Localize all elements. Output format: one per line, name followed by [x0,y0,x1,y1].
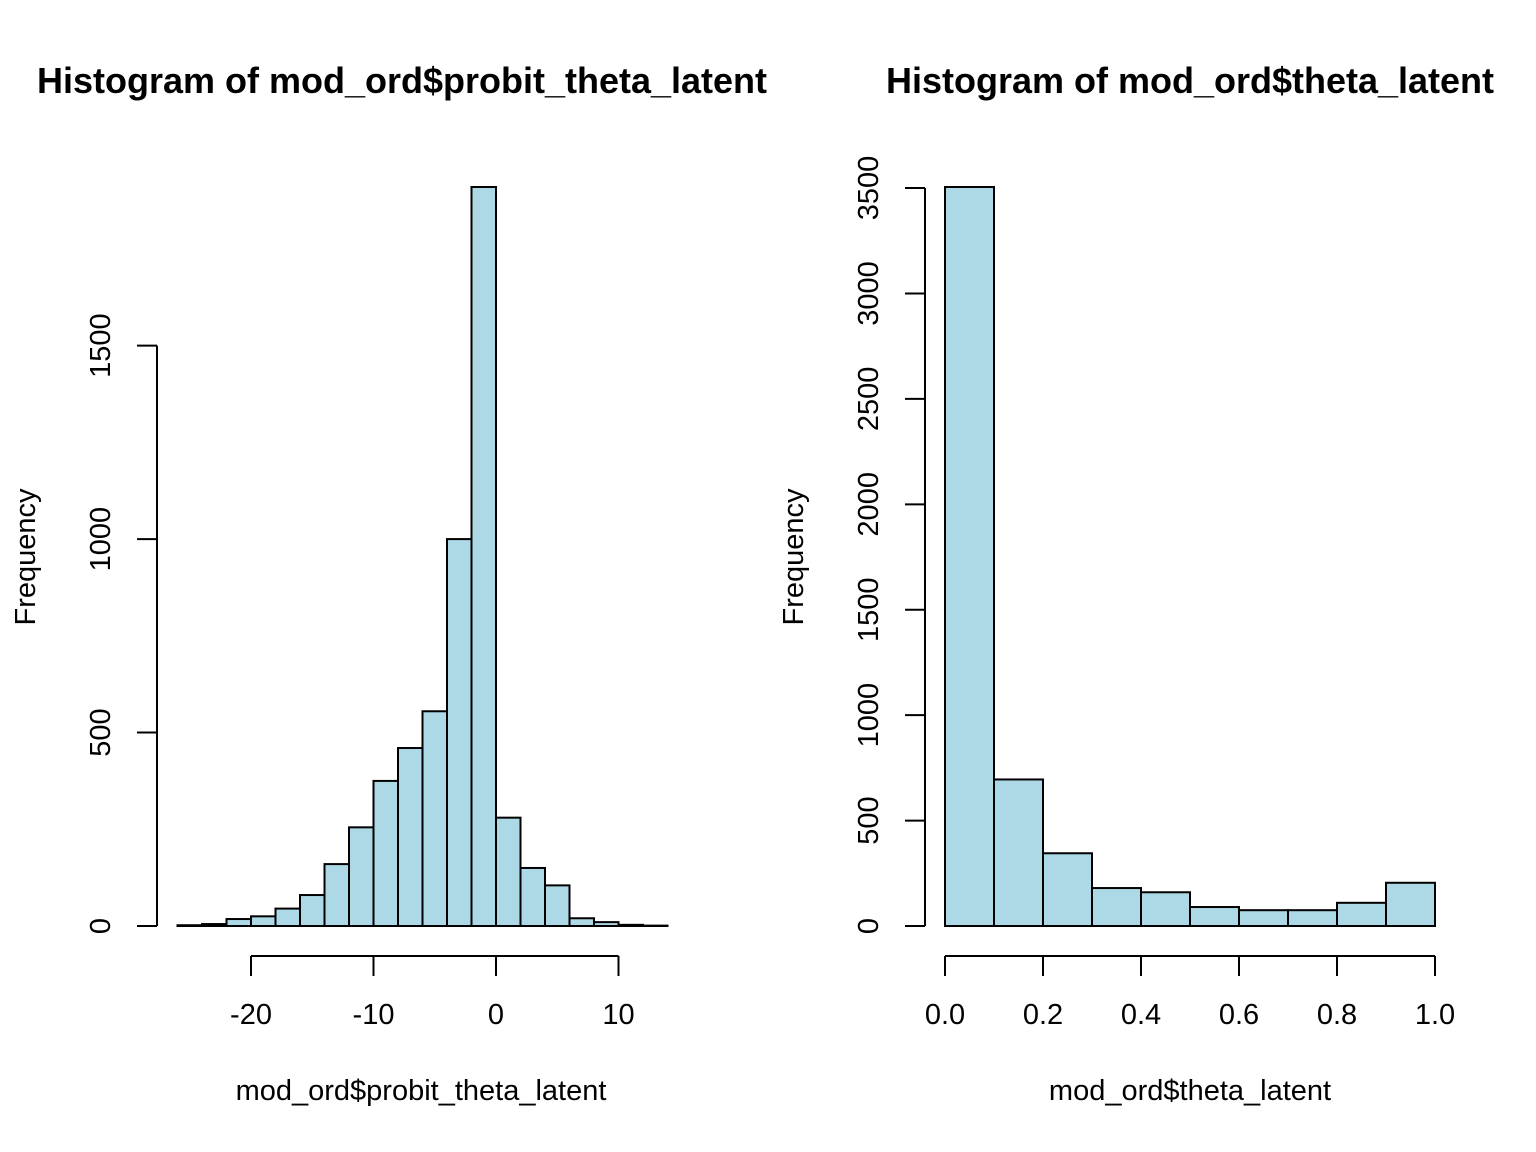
histogram-bar [348,826,375,928]
y-axis-label: Frequency [778,488,810,626]
histogram-bar [176,924,203,928]
histogram-bar [421,710,448,927]
y-tick-label: 0 [85,918,117,934]
x-tick-label: 0.0 [925,999,965,1031]
histogram-bar [397,747,424,927]
y-axis: 0 500 1000 1500 [85,313,158,934]
histogram-bar [446,538,473,927]
x-tick-label: -20 [230,999,272,1031]
y-tick-label: 3500 [853,156,885,221]
histogram-bar [544,884,571,927]
bars [176,186,669,928]
x-axis-label: mod_ord$probit_theta_latent [236,1075,607,1107]
histogram-bar [225,918,252,927]
histogram-bar [593,921,620,928]
x-axis: -20 -10 0 10 [230,955,635,1031]
histogram-bar [250,915,277,927]
histogram-panel-probit: Histogram of mod_ord$probit_theta_latent… [10,60,767,1107]
histogram-bar [1287,909,1338,928]
y-tick-label: 2000 [853,472,885,537]
histogram-panel-theta: Histogram of mod_ord$theta_latent mod_or… [778,60,1494,1107]
histogram-bar [1091,887,1142,928]
histogram-bar [201,923,228,927]
histogram-bar [519,866,546,928]
y-tick-label: 3000 [853,261,885,326]
x-tick-label: 10 [602,999,634,1031]
chart-title: Histogram of mod_ord$probit_theta_latent [37,60,767,101]
y-tick-label: 2500 [853,367,885,432]
y-tick-label: 500 [853,796,885,844]
y-tick-label: 1000 [853,683,885,748]
bars [944,186,1436,928]
x-axis-label: mod_ord$theta_latent [1049,1075,1331,1107]
x-tick-label: 0.8 [1317,999,1357,1031]
histogram-bar [1189,906,1240,927]
histogram-bar [372,779,399,928]
histogram-bar [495,816,522,927]
histogram-bar [944,186,995,927]
y-tick-label: 500 [85,708,117,756]
x-tick-label: 1.0 [1415,999,1455,1031]
y-axis: 0 500 1000 1500 2000 2500 3000 3500 [853,156,926,934]
chart-title: Histogram of mod_ord$theta_latent [886,60,1494,101]
histogram-bar [1385,881,1436,928]
histogram-bar [1336,901,1387,928]
histogram-bar [323,863,350,927]
histogram-bar [274,907,301,927]
x-axis: 0.0 0.2 0.4 0.6 0.8 1.0 [925,955,1455,1031]
histogram-bar [1042,852,1093,928]
y-tick-label: 1500 [85,313,117,378]
y-axis-label: Frequency [10,488,42,626]
x-tick-label: 0.4 [1121,999,1161,1031]
x-tick-label: -10 [353,999,395,1031]
histogram-bar [993,778,1044,927]
x-tick-label: 0.2 [1023,999,1063,1031]
y-tick-label: 1500 [853,577,885,642]
y-tick-label: 1000 [85,507,117,572]
histogram-bar [617,923,644,928]
histogram-bar [1238,909,1289,928]
histogram-bar [299,894,326,927]
y-tick-label: 0 [853,918,885,934]
histogram-bar [568,917,595,927]
histogram-bar [1140,891,1191,927]
x-tick-label: 0 [488,999,504,1031]
x-tick-label: 0.6 [1219,999,1259,1031]
histogram-bar [470,186,497,927]
